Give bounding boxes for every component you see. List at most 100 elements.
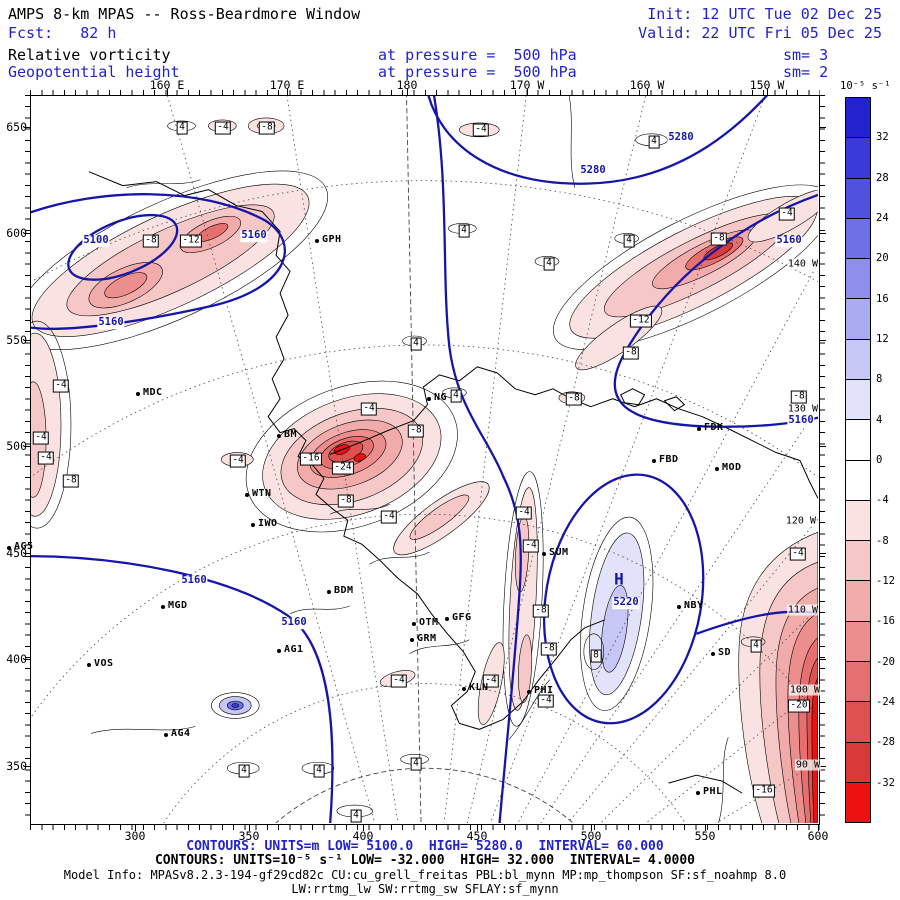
height-contour-info: CONTOURS: UNITS=m LOW= 5100.0 HIGH= 5280… bbox=[186, 839, 664, 854]
colorbar-tick-label: 0 bbox=[876, 454, 883, 466]
colorbar-tick-label: 4 bbox=[876, 413, 883, 426]
map-label-layer: 140 W 130 W 120 W 110 W 100 W 90 W 4 -4 -8 -4 4 -8-… bbox=[7, 96, 821, 824]
vorticity-contour-label: 4 bbox=[458, 224, 470, 238]
station-label: SUM bbox=[549, 547, 569, 558]
colorbar-band bbox=[846, 701, 870, 742]
station-label: NG bbox=[434, 392, 448, 403]
colorbar-band bbox=[846, 217, 870, 259]
vorticity-contour-label: -4 bbox=[472, 123, 490, 137]
y-axis-left-label: 550 bbox=[6, 333, 27, 347]
x-axis-top-label: 180 bbox=[396, 78, 418, 92]
vorticity-contour-label: -8 bbox=[407, 424, 425, 438]
longitude-label: 130 W bbox=[786, 403, 819, 415]
vorticity-contour-label: 4 bbox=[410, 757, 422, 771]
station-dot bbox=[161, 605, 165, 609]
height-contour-label: 5280 bbox=[579, 164, 607, 177]
vorticity-contour-label: -16 bbox=[752, 784, 776, 798]
x-axis-bottom-label: 300 bbox=[124, 829, 146, 843]
y-axis-left-label: 650 bbox=[6, 120, 27, 134]
height-contour-label: 5160 bbox=[180, 574, 208, 587]
station-dot bbox=[697, 427, 701, 431]
vorticity-contour-label: -24 bbox=[331, 461, 355, 475]
vorticity-contour-label: 4 bbox=[623, 234, 635, 248]
axis-major-tick bbox=[167, 89, 168, 95]
colorbar-band bbox=[846, 177, 870, 218]
vorticity-contour-label: -4 bbox=[52, 379, 70, 393]
height-contour-label: 5280 bbox=[667, 131, 695, 144]
forecast-hour: Fcst: 82 h bbox=[8, 24, 117, 42]
vorticity-contour-label: -8 bbox=[540, 642, 558, 656]
colorbar-tick-label: 8 bbox=[876, 373, 883, 386]
x-axis-bottom-label: 600 bbox=[807, 829, 829, 843]
map-canvas bbox=[31, 96, 818, 823]
station-dot bbox=[277, 649, 281, 653]
colorbar-band bbox=[846, 378, 870, 420]
height-contour-label: 5160 bbox=[240, 229, 268, 242]
colorbar-tick-label: -24 bbox=[876, 696, 895, 708]
colorbar-band bbox=[846, 338, 870, 379]
longitude-label: 120 W bbox=[784, 515, 817, 527]
station-label: SD bbox=[718, 647, 732, 658]
field1-smoothing: sm= 3 bbox=[783, 46, 829, 64]
vorticity-contour-label: 4 bbox=[238, 764, 250, 778]
station-label: MDC bbox=[143, 387, 163, 398]
page-title: AMPS 8-km MPAS -- Ross-Beardmore Window bbox=[8, 5, 361, 23]
colorbar-band bbox=[846, 419, 870, 460]
station-dot bbox=[527, 690, 531, 694]
vorticity-contour-label: 4 bbox=[350, 809, 362, 823]
colorbar bbox=[845, 97, 871, 823]
colorbar-band bbox=[846, 580, 870, 621]
vorticity-contour-label: -8 bbox=[622, 346, 640, 360]
station-label: BM bbox=[284, 429, 298, 440]
vorticity-contour-label: -12 bbox=[179, 234, 203, 248]
colorbar-band bbox=[846, 741, 870, 782]
field2-level: at pressure = 500 hPa bbox=[378, 63, 577, 81]
vorticity-contour-label: -4 bbox=[360, 402, 378, 416]
station-dot bbox=[245, 493, 249, 497]
station-label: GPH bbox=[322, 234, 342, 245]
map-plot-area: 140 W 130 W 120 W 110 W 100 W 90 W 4 -4 -8 -4 4 -8-… bbox=[7, 95, 821, 825]
model-info-line1: Model Info: MPASv8.2.3-194-gf29cd82c CU:… bbox=[63, 868, 787, 882]
colorbar-tick-label: 16 bbox=[876, 292, 889, 305]
vorticity-contour-label: -8 bbox=[565, 392, 583, 406]
station-label: FDK bbox=[704, 422, 724, 433]
axis-major-tick bbox=[820, 340, 826, 341]
axis-major-tick bbox=[24, 127, 30, 128]
vorticity-contour-label: -8 bbox=[532, 604, 550, 618]
vorticity-contour-label: -4 bbox=[32, 431, 50, 445]
vorticity-contour-label: -4 bbox=[229, 454, 247, 468]
station-dot bbox=[410, 638, 414, 642]
vorticity-contour-label: -12 bbox=[629, 314, 653, 328]
axis-major-tick bbox=[818, 825, 819, 831]
station-label: GRM bbox=[417, 633, 437, 644]
high-center-symbol: H bbox=[614, 569, 624, 589]
axis-major-tick bbox=[820, 766, 826, 767]
station-dot bbox=[542, 552, 546, 556]
longitude-label: 100 W bbox=[788, 684, 821, 696]
vorticity-contour-label: -4 bbox=[789, 547, 807, 561]
station-label: BDM bbox=[334, 585, 354, 596]
vorticity-contour-label: -20 bbox=[787, 699, 811, 713]
height-contour-label: 5100 bbox=[82, 234, 110, 247]
colorbar-band bbox=[846, 98, 870, 138]
vorticity-contour-label: 4 bbox=[313, 764, 325, 778]
axis-major-tick bbox=[24, 659, 30, 660]
station-dot bbox=[696, 791, 700, 795]
station-dot bbox=[315, 239, 319, 243]
station-dot bbox=[677, 605, 681, 609]
station-dot bbox=[412, 622, 416, 626]
field1-name: Relative vorticity bbox=[8, 46, 171, 64]
x-axis-top-label: 150 W bbox=[749, 78, 785, 92]
x-axis-bottom-label: 500 bbox=[580, 829, 602, 843]
vorticity-contour-label: 4 bbox=[648, 135, 660, 149]
colorbar-band bbox=[846, 459, 870, 500]
coastline-layer bbox=[88, 171, 818, 794]
colorbar-tick-label: 32 bbox=[876, 131, 889, 144]
longitude-label: 140 W bbox=[786, 258, 819, 270]
station-dot bbox=[445, 617, 449, 621]
axis-major-tick bbox=[820, 233, 826, 234]
colorbar-tick-label: -32 bbox=[876, 776, 895, 789]
colorbar-tick-label: 24 bbox=[876, 212, 889, 224]
colorbar-band bbox=[846, 499, 870, 541]
